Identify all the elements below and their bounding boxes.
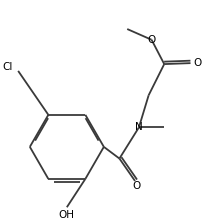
Text: O: O — [147, 35, 156, 45]
Text: O: O — [133, 181, 141, 191]
Text: OH: OH — [59, 210, 75, 220]
Text: N: N — [135, 122, 143, 132]
Text: Cl: Cl — [2, 62, 12, 72]
Text: O: O — [194, 58, 202, 68]
